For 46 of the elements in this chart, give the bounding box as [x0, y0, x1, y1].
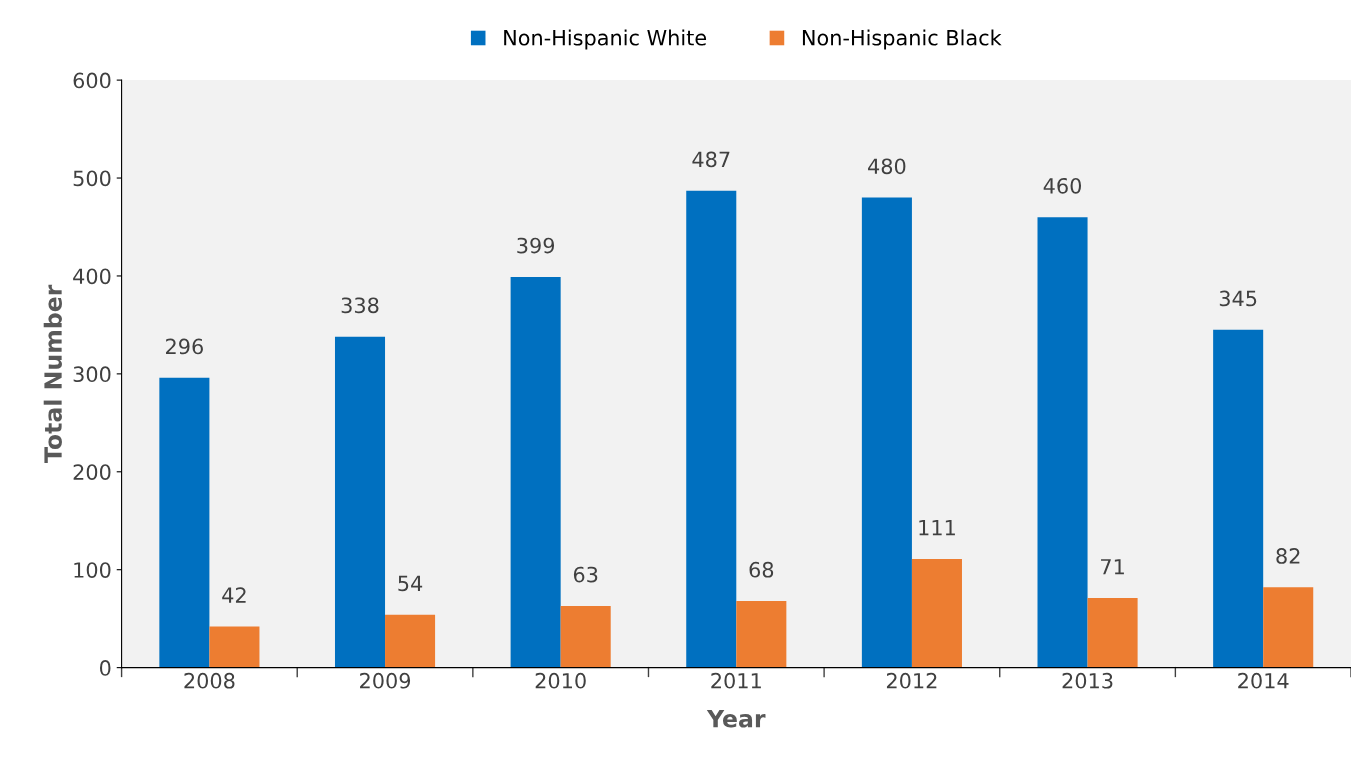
y-tick-label: 200: [73, 464, 111, 480]
data-label: 68: [749, 561, 774, 578]
y-axis-title: Total Number: [43, 284, 62, 463]
y-tick-label: 600: [73, 72, 111, 89]
y-tick-label: 300: [73, 366, 111, 383]
y-tick-label: 400: [73, 268, 111, 285]
bar: [510, 276, 561, 668]
data-label: 42: [222, 587, 246, 603]
bar: [159, 377, 210, 668]
bar: [209, 626, 260, 668]
bar: [1037, 217, 1088, 668]
data-label: 82: [1276, 548, 1300, 564]
data-label: 296: [166, 338, 203, 355]
data-label: 54: [398, 575, 423, 592]
legend-label: Non-Hispanic White: [504, 29, 707, 50]
y-tick-label: 0: [99, 660, 111, 676]
x-tick-label: 2014: [1238, 672, 1289, 689]
bar: [334, 336, 386, 668]
bar: [911, 558, 962, 668]
bar: [1263, 587, 1314, 668]
x-tick-label: 2011: [711, 672, 761, 689]
data-label: 71: [1101, 559, 1124, 575]
bar: [1087, 598, 1138, 668]
data-label: 399: [517, 237, 555, 254]
data-label: 111: [919, 519, 955, 536]
bar: [686, 190, 737, 668]
data-label: 480: [868, 158, 906, 175]
data-label: 487: [692, 151, 730, 168]
bar: [385, 614, 436, 668]
x-axis-title: Year: [706, 710, 766, 728]
x-tick-label: 2013: [1062, 672, 1113, 689]
x-tick-label: 2009: [360, 672, 411, 689]
x-tick-label: 2010: [535, 672, 586, 689]
x-tick-label: 2008: [184, 672, 235, 689]
bar: [736, 601, 787, 668]
y-tick-label: 500: [73, 170, 111, 187]
bar: [861, 197, 912, 668]
bar: [560, 605, 611, 668]
data-label: 63: [573, 566, 598, 583]
x-tick-label: 2012: [886, 672, 937, 689]
data-label: 460: [1043, 177, 1082, 194]
legend-label: Non-Hispanic Black: [802, 29, 1002, 50]
data-label: 345: [1219, 290, 1257, 307]
y-tick-label: 100: [74, 562, 111, 578]
bar: [1213, 329, 1264, 668]
data-label: 338: [341, 297, 379, 314]
